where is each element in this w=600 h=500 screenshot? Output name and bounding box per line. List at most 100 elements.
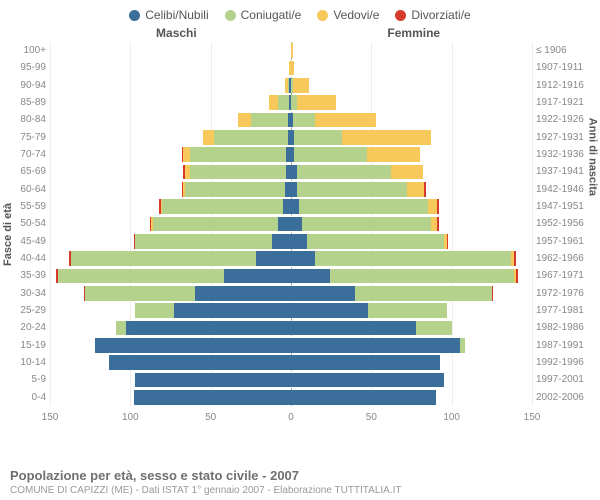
- table-row: 50-541952-1956: [50, 215, 532, 232]
- birth-year-label: 1952-1956: [536, 218, 598, 229]
- legend-item: Celibi/Nubili: [129, 8, 208, 22]
- bar-segment: [291, 234, 307, 249]
- female-bar: [291, 42, 532, 59]
- female-bar: [291, 319, 532, 336]
- legend: Celibi/NubiliConiugati/eVedovi/eDivorzia…: [0, 0, 600, 26]
- male-bar: [50, 198, 291, 215]
- gridline: [532, 42, 533, 406]
- age-label: 5-9: [6, 374, 46, 385]
- age-label: 60-64: [6, 184, 46, 195]
- birth-year-label: 1947-1951: [536, 201, 598, 212]
- bar-segment: [297, 95, 336, 110]
- bar-segment: [391, 165, 423, 180]
- bar-segment: [294, 130, 342, 145]
- legend-label: Divorziati/e: [411, 8, 470, 22]
- male-bar: [50, 215, 291, 232]
- bar-segment: [355, 286, 492, 301]
- x-tick-label: 0: [288, 412, 294, 423]
- bar-segment: [416, 321, 451, 336]
- bar-segment: [214, 130, 288, 145]
- male-bar: [50, 94, 291, 111]
- bar-segment: [85, 286, 194, 301]
- table-row: 10-141992-1996: [50, 354, 532, 371]
- female-bar: [291, 215, 532, 232]
- bar-segment: [428, 199, 438, 214]
- bar-segment: [256, 251, 291, 266]
- chart-container: Celibi/NubiliConiugati/eVedovi/eDivorzia…: [0, 0, 600, 500]
- x-tick-label: 150: [524, 412, 541, 423]
- legend-swatch: [395, 10, 406, 21]
- bar-segment: [291, 251, 315, 266]
- male-bar: [50, 42, 291, 59]
- female-bar: [291, 267, 532, 284]
- bar-segment: [514, 251, 516, 266]
- bar-segment: [291, 199, 299, 214]
- female-bar: [291, 285, 532, 302]
- plot-area: 100+≤ 190695-991907-191190-941912-191685…: [0, 42, 600, 430]
- bar-segment: [424, 182, 426, 197]
- bar-segment: [407, 182, 425, 197]
- bar-segment: [153, 217, 278, 232]
- footer-title: Popolazione per età, sesso e stato civil…: [10, 468, 590, 483]
- y-axis-right-title: Anni di nascita: [586, 118, 598, 196]
- table-row: 60-641942-1946: [50, 181, 532, 198]
- age-label: 0-4: [6, 392, 46, 403]
- bar-segment: [291, 61, 294, 76]
- bar-segment: [367, 147, 420, 162]
- female-bar: [291, 94, 532, 111]
- table-row: 90-941912-1916: [50, 77, 532, 94]
- bar-segment: [283, 199, 291, 214]
- female-bar: [291, 163, 532, 180]
- table-row: 80-841922-1926: [50, 111, 532, 128]
- bar-segment: [516, 269, 518, 284]
- birth-year-label: 1982-1986: [536, 322, 598, 333]
- age-label: 100+: [6, 45, 46, 56]
- male-bar: [50, 77, 291, 94]
- bar-segment: [492, 286, 494, 301]
- bar-segment: [291, 355, 440, 370]
- legend-swatch: [129, 10, 140, 21]
- female-bar: [291, 77, 532, 94]
- bar-segment: [302, 217, 431, 232]
- male-bar: [50, 233, 291, 250]
- bar-rows: 100+≤ 190695-991907-191190-941912-191685…: [50, 42, 532, 406]
- table-row: 55-591947-1951: [50, 198, 532, 215]
- age-label: 15-19: [6, 340, 46, 351]
- table-row: 15-191987-1991: [50, 337, 532, 354]
- bar-segment: [291, 338, 460, 353]
- female-bar: [291, 371, 532, 388]
- bar-segment: [368, 303, 447, 318]
- female-bar: [291, 389, 532, 406]
- male-bar: [50, 163, 291, 180]
- female-bar: [291, 181, 532, 198]
- y-axis-left-title: Fasce di età: [2, 203, 14, 266]
- bar-segment: [294, 147, 366, 162]
- bar-segment: [71, 251, 256, 266]
- female-bar: [291, 129, 532, 146]
- bar-segment: [238, 113, 251, 128]
- age-label: 95-99: [6, 62, 46, 73]
- bar-segment: [162, 199, 283, 214]
- table-row: 0-42002-2006: [50, 389, 532, 406]
- bar-segment: [135, 373, 291, 388]
- male-bar: [50, 181, 291, 198]
- bar-segment: [291, 321, 416, 336]
- column-headers: Maschi Femmine: [0, 26, 600, 42]
- bar-segment: [135, 303, 174, 318]
- bar-segment: [251, 113, 288, 128]
- table-row: 85-891917-1921: [50, 94, 532, 111]
- female-bar: [291, 250, 532, 267]
- female-bar: [291, 198, 532, 215]
- table-row: 95-991907-1911: [50, 59, 532, 76]
- age-label: 70-74: [6, 149, 46, 160]
- legend-item: Divorziati/e: [395, 8, 470, 22]
- bar-segment: [315, 113, 376, 128]
- bar-segment: [447, 234, 449, 249]
- bar-segment: [291, 269, 330, 284]
- male-bar: [50, 319, 291, 336]
- x-tick-label: 50: [205, 412, 216, 423]
- bar-segment: [272, 234, 291, 249]
- age-label: 75-79: [6, 132, 46, 143]
- chart-footer: Popolazione per età, sesso e stato civil…: [10, 468, 590, 496]
- male-bar: [50, 337, 291, 354]
